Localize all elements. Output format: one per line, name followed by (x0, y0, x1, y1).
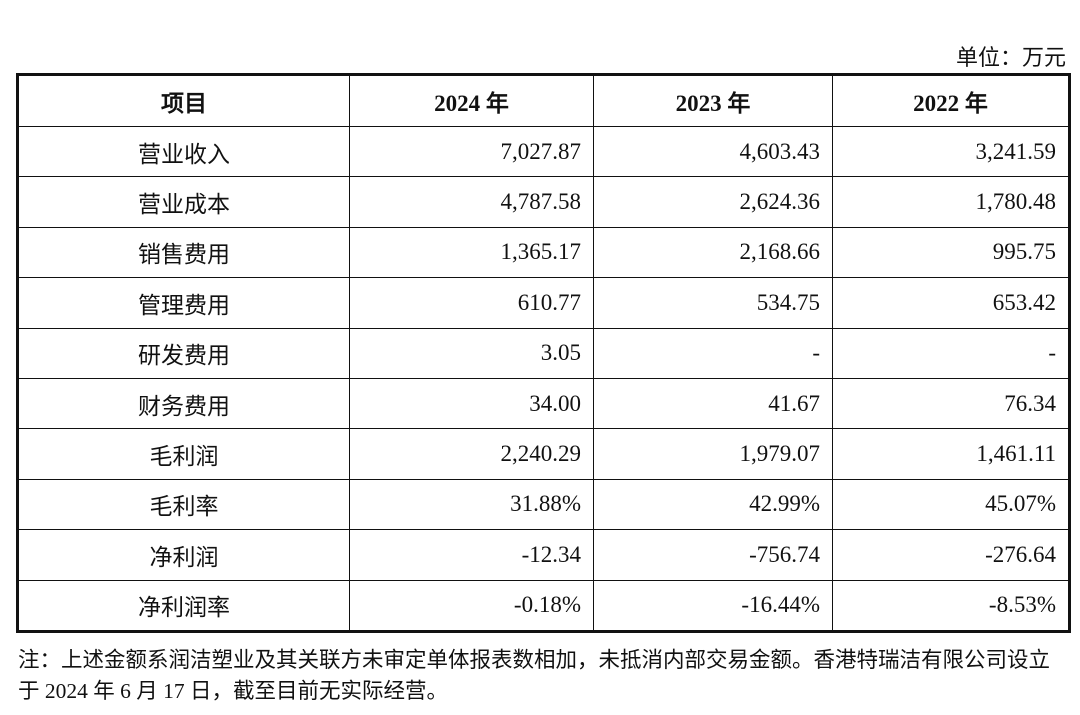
table-row: 管理费用 610.77 534.75 653.42 (17, 277, 1070, 329)
table-row: 净利润率 -0.18% -16.44% -8.53% (17, 579, 1070, 632)
table-row: 财务费用 34.00 41.67 76.34 (17, 377, 1070, 430)
table-row: 净利润 -12.34 -756.74 -276.64 (17, 529, 1070, 581)
row-label: 净利润率 (17, 579, 350, 632)
cell-value: 653.42 (832, 277, 1070, 329)
cell-value: -12.34 (349, 529, 594, 581)
cell-value: -0.18% (349, 579, 594, 632)
cell-value: 4,603.43 (593, 125, 833, 178)
cell-value: -8.53% (832, 579, 1070, 632)
cell-value: 1,780.48 (832, 176, 1070, 228)
cell-value: 76.34 (832, 377, 1070, 430)
cell-value: 45.07% (832, 478, 1070, 531)
cell-value: 41.67 (593, 377, 833, 430)
cell-value: - (593, 327, 833, 379)
row-label: 营业成本 (17, 176, 350, 228)
cell-value: 2,240.29 (349, 428, 594, 480)
header-2022: 2022 年 (832, 74, 1070, 127)
row-label: 营业收入 (17, 125, 350, 178)
header-2024: 2024 年 (349, 74, 594, 127)
cell-value: 31.88% (349, 478, 594, 531)
financial-table: 项目 2024 年 2023 年 2022 年 营业收入 7,027.87 4,60… (16, 73, 1071, 633)
row-label: 管理费用 (17, 277, 350, 329)
header-2023: 2023 年 (593, 74, 833, 127)
cell-value: 2,624.36 (593, 176, 833, 228)
table-row: 营业成本 4,787.58 2,624.36 1,780.48 (17, 176, 1070, 228)
row-label: 财务费用 (17, 377, 350, 430)
cell-value: - (832, 327, 1070, 379)
row-label: 净利润 (17, 529, 350, 581)
cell-value: 4,787.58 (349, 176, 594, 228)
table-row: 研发费用 3.05- - (17, 327, 1070, 379)
cell-value: 995.75 (832, 226, 1070, 279)
row-label: 研发费用 (17, 327, 350, 379)
cell-value: -756.74 (593, 529, 833, 581)
cell-value: 1,365.17 (349, 226, 594, 279)
cell-value: -16.44% (593, 579, 833, 632)
table-row: 销售费用 1,365.17 2,168.66 995.75 (17, 226, 1070, 279)
cell-value: 534.75 (593, 277, 833, 329)
cell-value: 1,979.07 (593, 428, 833, 480)
unit-label: 单位：万元 (955, 45, 1066, 70)
cell-value: 7,027.87 (349, 125, 594, 178)
row-label: 毛利率 (17, 478, 350, 531)
table-row: 毛利润 2,240.29 1,979.07 1,461.11 (17, 428, 1070, 480)
cell-value: -276.64 (832, 529, 1070, 581)
cell-value: 1,461.11 (832, 428, 1070, 480)
cell-value: 3,241.59 (832, 125, 1070, 178)
row-label: 毛利润 (17, 428, 350, 480)
cell-value: 2,168.66 (593, 226, 833, 279)
row-label: 销售费用 (17, 226, 350, 279)
cell-value: 42.99% (593, 478, 833, 531)
footnote: 注：上述金额系润洁塑业及其关联方未审定单体报表数相加，未抵消内部交易金额。香港特… (18, 648, 1051, 703)
table-row: 营业收入 7,027.87 4,603.43 3,241.59 (17, 125, 1070, 178)
cell-value: 3.05 (349, 327, 594, 379)
cell-value: 34.00 (349, 377, 594, 430)
header-item: 项目 (17, 74, 350, 127)
cell-value: 610.77 (349, 277, 594, 329)
table-header-row: 项目 2024 年 2023 年 2022 年 (17, 74, 1070, 127)
table-row: 毛利率 31.88% 42.99% 45.07% (17, 478, 1070, 531)
